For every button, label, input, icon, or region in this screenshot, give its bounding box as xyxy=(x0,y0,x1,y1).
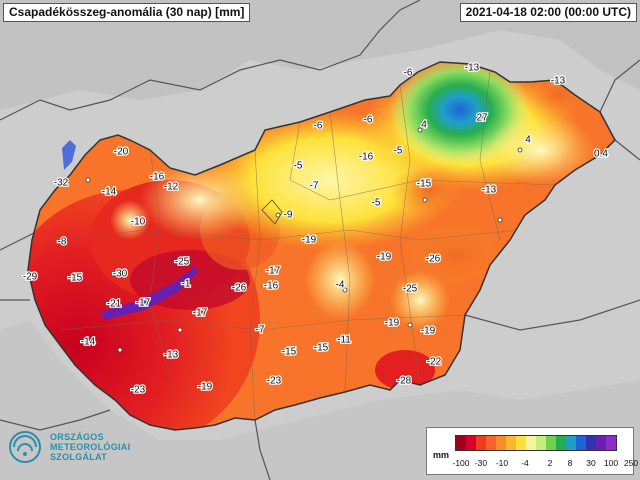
value-label: -32 xyxy=(54,178,69,189)
value-label: -5 xyxy=(394,146,403,157)
budapest-outline xyxy=(261,199,283,225)
value-label: -17 xyxy=(193,308,208,319)
value-label: -4 xyxy=(336,280,345,291)
value-label: -22 xyxy=(427,357,442,368)
timestamp: 2021-04-18 02:00 (00:00 UTC) xyxy=(459,3,637,22)
value-label: -23 xyxy=(267,376,282,387)
legend-tick: -10 xyxy=(495,458,509,468)
value-label: -6 xyxy=(314,121,323,132)
value-label: -7 xyxy=(256,325,265,336)
value-label: -16 xyxy=(264,281,279,292)
legend-swatch xyxy=(566,436,576,450)
value-label: -23 xyxy=(131,385,146,396)
legend-swatch xyxy=(526,436,536,450)
value-label: -5 xyxy=(372,198,381,209)
lake-neusiedl xyxy=(62,140,76,170)
value-label: -25 xyxy=(175,257,190,268)
value-label: -16 xyxy=(150,172,165,183)
value-label: -19 xyxy=(302,235,317,246)
legend-swatch xyxy=(496,436,506,450)
legend-unit: mm xyxy=(433,450,450,460)
value-label: -15 xyxy=(68,273,83,284)
legend-tick: -30 xyxy=(474,458,488,468)
lake-balaton xyxy=(100,266,198,320)
value-label: -14 xyxy=(102,187,117,198)
legend-swatch xyxy=(536,436,546,450)
value-label: -19 xyxy=(377,252,392,263)
legend-color-bar xyxy=(455,435,617,451)
legend-tick: 2 xyxy=(547,458,553,468)
value-label: -7 xyxy=(310,181,319,192)
legend-swatch xyxy=(546,436,556,450)
legend-swatch xyxy=(596,436,606,450)
legend-swatch xyxy=(456,436,466,450)
value-label: -15 xyxy=(314,343,329,354)
value-label: -14 xyxy=(81,337,96,348)
value-label: 27 xyxy=(476,113,488,124)
city-markers xyxy=(85,127,523,353)
legend-swatch xyxy=(466,436,476,450)
value-label: 0.4 xyxy=(594,149,608,160)
legend-swatch xyxy=(516,436,526,450)
value-label: -21 xyxy=(107,299,122,310)
value-label: 4 xyxy=(421,120,427,131)
color-legend: mm -100 -30 -10 -4 2 8 30 100 250 xyxy=(426,427,638,475)
value-label: -19 xyxy=(385,318,400,329)
value-label: -16 xyxy=(359,152,374,163)
value-label: -19 xyxy=(421,326,436,337)
value-label: -13 xyxy=(465,63,480,74)
value-label: -30 xyxy=(113,269,128,280)
value-label: -9 xyxy=(284,210,293,221)
value-label: -13 xyxy=(551,76,566,87)
legend-swatch xyxy=(606,436,616,450)
logo-text: ORSZÁGOS METEOROLÓGIAI SZOLGÁLAT xyxy=(50,432,130,462)
legend-swatch xyxy=(586,436,596,450)
omsz-logo-icon xyxy=(9,431,41,463)
value-label: -6 xyxy=(404,68,413,79)
legend-swatch xyxy=(576,436,586,450)
value-label: 4 xyxy=(525,135,531,146)
value-label: -8 xyxy=(58,237,67,248)
legend-tick: 250 xyxy=(623,458,639,468)
value-label: -29 xyxy=(23,272,38,283)
legend-tick: 30 xyxy=(586,458,596,468)
value-label: -17 xyxy=(266,266,281,277)
value-label: -19 xyxy=(198,382,213,393)
value-label: -26 xyxy=(232,283,247,294)
hungary-border xyxy=(27,61,616,431)
logo-line-2: METEOROLÓGIAI xyxy=(50,442,131,452)
value-label: -1 xyxy=(182,279,191,290)
value-label: -12 xyxy=(164,182,179,193)
omsz-logo: ORSZÁGOS METEOROLÓGIAI SZOLGÁLAT xyxy=(8,430,148,474)
value-label: -5 xyxy=(294,161,303,172)
legend-tick: -4 xyxy=(521,458,529,468)
value-labels: -6 -13-1327440.4-6-6-16-5-20-32-16-12-14-… xyxy=(22,61,610,396)
legend-swatch xyxy=(556,436,566,450)
value-label: -17 xyxy=(136,298,151,309)
logo-line-1: ORSZÁGOS xyxy=(50,432,104,442)
logo-line-3: SZOLGÁLAT xyxy=(50,452,108,462)
value-label: -28 xyxy=(397,376,412,387)
legend-swatch xyxy=(486,436,496,450)
legend-swatch xyxy=(506,436,516,450)
legend-tick: 8 xyxy=(567,458,573,468)
value-label: -11 xyxy=(337,335,351,346)
value-label: -10 xyxy=(131,217,146,228)
legend-tick: 100 xyxy=(603,458,619,468)
value-label: -25 xyxy=(403,284,418,295)
value-label: -20 xyxy=(114,147,129,158)
value-label: -15 xyxy=(282,347,297,358)
map-title: Csapadékösszeg-anomália (30 nap) [mm] xyxy=(3,3,251,22)
legend-swatch xyxy=(476,436,486,450)
value-label: -26 xyxy=(426,254,441,265)
value-label: -6 xyxy=(364,115,373,126)
legend-tick: -100 xyxy=(452,458,470,468)
value-label: -13 xyxy=(482,185,497,196)
value-label: -13 xyxy=(164,350,179,361)
county-lines xyxy=(39,69,556,421)
value-label: -15 xyxy=(417,179,432,190)
